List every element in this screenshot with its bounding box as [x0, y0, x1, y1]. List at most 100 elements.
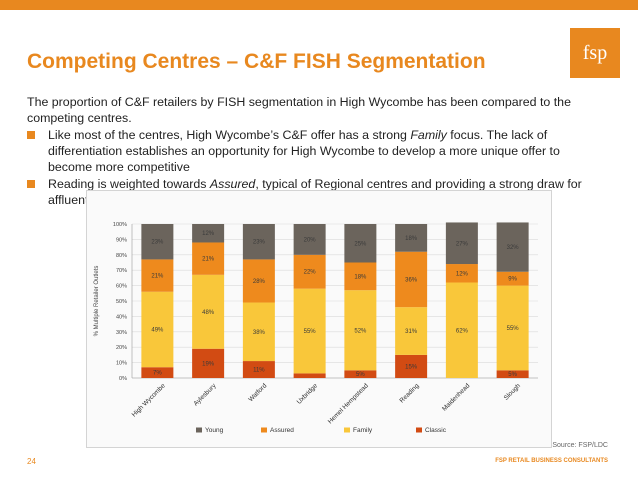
- y-tick-label: 80%: [116, 253, 127, 259]
- x-tick-label: High Wycombe: [131, 382, 167, 418]
- data-label: 7%: [153, 371, 162, 377]
- data-label: 15%: [405, 364, 418, 370]
- bar-family-6: [445, 282, 478, 378]
- legend-swatch: [261, 427, 267, 433]
- bar-young-5: [395, 224, 428, 252]
- bar-family-5: [395, 307, 428, 355]
- x-tick-label: Watford: [247, 382, 268, 403]
- data-label: 55%: [304, 329, 317, 335]
- bar-assured-5: [395, 251, 428, 308]
- bar-family-3: [293, 288, 326, 374]
- x-tick-label: Hemel Hempstead: [327, 382, 370, 425]
- data-label: 49%: [151, 327, 164, 333]
- data-label: 55%: [507, 326, 520, 332]
- data-label: 48%: [202, 310, 215, 316]
- y-axis-title: % Multiple Retailer Outlets: [94, 266, 100, 337]
- bullet-square-icon: [27, 131, 35, 139]
- data-label: 25%: [354, 241, 367, 247]
- top-accent-bar: [0, 0, 638, 10]
- x-tick-label: Maidenhead: [441, 382, 472, 413]
- y-tick-label: 30%: [116, 330, 127, 336]
- bar-classic-7: [496, 370, 529, 378]
- data-label: 20%: [304, 237, 317, 243]
- data-label: 11%: [253, 368, 265, 374]
- data-label: 36%: [405, 277, 418, 283]
- bar-young-4: [344, 224, 377, 263]
- bullet-item-family-focus: Like most of the centres, High Wycombe’s…: [27, 127, 602, 175]
- y-tick-label: 20%: [116, 345, 127, 351]
- bar-assured-4: [344, 262, 377, 291]
- x-tick-label: Reading: [398, 382, 420, 404]
- bar-family-2: [242, 302, 275, 362]
- bar-classic-2: [242, 361, 275, 378]
- data-label: 32%: [507, 245, 520, 251]
- bar-family-1: [192, 274, 225, 349]
- fish-segmentation-chart: 0% 10% 20% 30% 40% 50% 60% 70% 80% 90% 100% % Multi…: [94, 222, 538, 434]
- y-tick-label: 70%: [116, 268, 127, 274]
- legend-swatch: [416, 427, 422, 433]
- x-tick-label: Slough: [503, 382, 523, 402]
- legend-label: Young: [205, 427, 224, 434]
- data-label: 21%: [151, 274, 164, 280]
- bar-family-0: [141, 291, 174, 368]
- bar-young-2: [242, 224, 275, 260]
- data-label: 18%: [354, 274, 367, 280]
- data-label: 18%: [405, 236, 418, 242]
- bar-family-7: [496, 285, 529, 371]
- bar-young-3: [293, 224, 326, 255]
- y-tick-label: 40%: [116, 314, 127, 320]
- bar-young-6: [445, 222, 478, 265]
- data-label: 23%: [151, 240, 164, 246]
- data-label: 27%: [456, 241, 469, 247]
- bar-assured-3: [293, 254, 326, 289]
- data-label: 23%: [253, 240, 266, 246]
- bar-assured-2: [242, 259, 275, 303]
- bar-assured-6: [445, 264, 478, 283]
- bar-family-4: [344, 290, 377, 371]
- bar-classic-0: [141, 367, 174, 378]
- legend-swatch: [196, 427, 202, 433]
- data-label: 19%: [202, 361, 215, 367]
- page-title: Competing Centres – C&F FISH Segmentatio…: [27, 50, 486, 73]
- bar-classic-4: [344, 370, 377, 378]
- bar-classic-5: [395, 354, 428, 378]
- bar-young-7: [496, 222, 529, 272]
- data-label: 5%: [356, 372, 365, 378]
- x-tick-label: Uxbridge: [296, 382, 320, 406]
- data-label: 31%: [405, 329, 418, 335]
- data-label: 62%: [456, 328, 469, 334]
- bullet-square-icon: [27, 180, 35, 188]
- bar-young-0: [141, 224, 174, 260]
- data-label: 12%: [202, 231, 215, 237]
- data-label: 5%: [508, 372, 517, 378]
- data-label: 22%: [304, 270, 317, 276]
- data-label: 21%: [202, 257, 215, 263]
- y-tick-label: 10%: [116, 361, 127, 367]
- data-label: 52%: [354, 328, 367, 334]
- bar-assured-0: [141, 259, 174, 292]
- data-label: 9%: [508, 277, 517, 283]
- x-tick-label: Aylesbury: [192, 382, 218, 408]
- bar-classic-1: [192, 348, 225, 378]
- y-tick-label: 60%: [116, 284, 127, 290]
- bar-classic-3: [293, 373, 326, 378]
- bar-assured-1: [192, 242, 225, 275]
- legend-label: Family: [353, 427, 373, 434]
- page-number: 24: [27, 457, 36, 466]
- legend-swatch: [344, 427, 350, 433]
- fsp-logo: fsp: [570, 28, 620, 78]
- bullet-text: Like most of the centres, High Wycombe’s…: [48, 128, 560, 174]
- y-tick-label: 50%: [116, 299, 127, 305]
- legend-label: Assured: [270, 427, 294, 434]
- intro-text: The proportion of C&F retailers by FISH …: [27, 95, 571, 125]
- data-label: 38%: [253, 330, 266, 336]
- legend-label: Classic: [425, 427, 447, 434]
- data-label: 12%: [456, 271, 469, 277]
- y-tick-label: 100%: [113, 222, 127, 228]
- y-tick-label: 0%: [119, 376, 127, 382]
- bar-assured-7: [496, 271, 529, 286]
- y-tick-label: 90%: [116, 237, 127, 243]
- bar-young-1: [192, 224, 225, 243]
- source-note: Source: FSP/LDC: [552, 442, 608, 449]
- data-label: 28%: [253, 279, 266, 285]
